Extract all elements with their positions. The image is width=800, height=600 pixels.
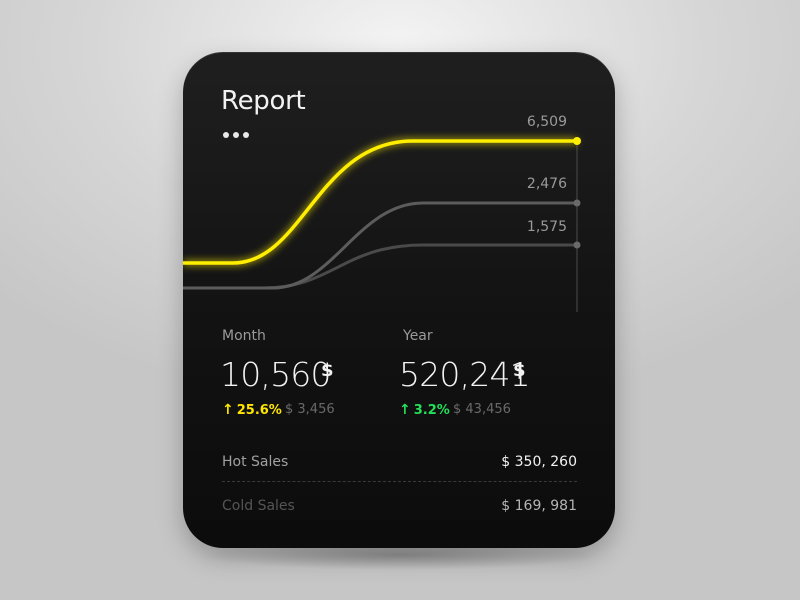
arrow-up-icon: ↑ [222,402,234,418]
series-end-label-1: 6,509 [526,114,567,130]
series-line-3 [183,243,577,290]
year-unit: $ [513,360,526,381]
page-title: Report [221,86,306,116]
month-label: Month [222,328,266,344]
month-change-value: 25.6% [236,402,282,418]
year-value: 520,241 [399,355,531,394]
arrow-up-icon: ↑ [399,402,411,418]
series-line-2 [183,201,577,290]
report-card: Report 6,509 2,476 1,575 Month 10,560 $ … [183,52,615,548]
cold-sales-value: $ 169, 981 [501,498,577,514]
series-line-1 [183,139,577,265]
month-value: 10,560 [220,355,331,394]
cold-sales-label: Cold Sales [222,498,295,514]
series-end-label-2: 2,476 [526,176,567,192]
year-change-value: 3.2% [413,402,450,418]
series-end-label-3: 1,575 [526,219,567,235]
year-compare: $ 43,456 [453,402,511,417]
month-compare: $ 3,456 [285,402,335,417]
series-point-1 [573,137,581,145]
series-point-2 [573,199,581,207]
hot-sales-label: Hot Sales [222,454,289,470]
hot-sales-value: $ 350, 260 [501,454,577,470]
month-change: ↑ 25.6% [222,402,282,418]
more-dots-icon[interactable] [223,132,249,138]
series-point-3 [573,241,581,249]
month-unit: $ [321,360,334,381]
year-label: Year [403,328,433,344]
line-chart [183,137,581,312]
row-divider [222,481,577,482]
year-change: ↑ 3.2% [399,402,450,418]
